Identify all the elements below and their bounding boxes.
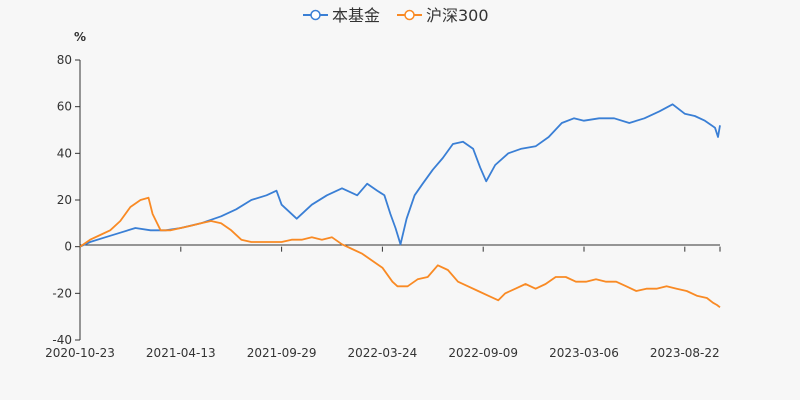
legend-item-csi300[interactable]: 沪深300	[397, 6, 489, 25]
x-tick-label: 2023-08-22	[650, 346, 720, 360]
legend-marker-icon	[310, 9, 321, 21]
legend-label: 沪深300	[426, 6, 489, 25]
x-tick-label: 2022-09-09	[448, 346, 518, 360]
x-tick-label: 2023-03-06	[549, 346, 619, 360]
y-tick-label: 20	[57, 193, 72, 207]
y-axis-unit-label: %	[74, 30, 86, 44]
x-tick-label: 2021-04-13	[146, 346, 216, 360]
y-tick-label: 40	[57, 146, 72, 160]
series-line-fund	[79, 103, 721, 248]
y-tick-label: 80	[57, 53, 72, 67]
legend[interactable]: 本基金 沪深300	[303, 6, 489, 25]
y-tick-label: -20	[52, 286, 72, 300]
series-layer	[79, 103, 721, 309]
y-axis: 80 60 40 20 0 -20 -40	[52, 53, 80, 347]
series-line-csi300	[79, 196, 721, 309]
y-tick-label: -40	[52, 333, 72, 347]
x-tick-label: 2021-09-29	[247, 346, 317, 360]
legend-label: 本基金	[332, 6, 380, 25]
x-tick-label: 2020-10-23	[45, 346, 115, 360]
y-tick-label: 60	[57, 100, 72, 114]
x-axis: 2020-10-23 2021-04-13 2021-09-29 2022-03-24…	[45, 246, 721, 360]
x-tick-label: 2022-03-24	[348, 346, 418, 360]
legend-marker-icon	[404, 9, 415, 21]
y-tick-label: 0	[64, 240, 72, 254]
legend-item-fund[interactable]: 本基金	[303, 6, 380, 25]
